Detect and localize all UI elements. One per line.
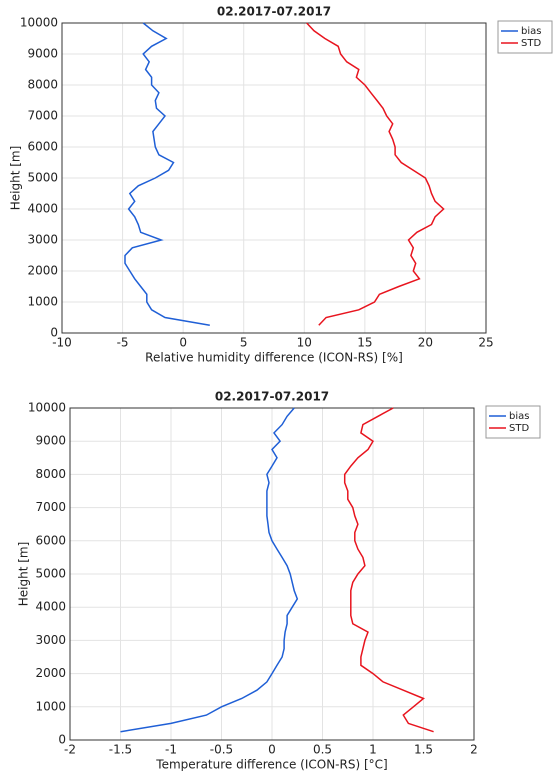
- y-tick-label: 6000: [27, 140, 58, 154]
- x-tick-label: 15: [357, 336, 372, 350]
- legend-label: STD: [521, 38, 541, 49]
- x-tick-label: -0.5: [210, 743, 233, 757]
- x-tick-label: 5: [240, 336, 248, 350]
- series-line: [124, 22, 210, 327]
- series-line: [343, 407, 434, 733]
- x-axis-label: Temperature difference (ICON-RS) [°C]: [155, 758, 387, 772]
- chart-title: 02.2017-07.2017: [215, 390, 329, 404]
- x-tick-label: 0: [268, 743, 276, 757]
- x-tick-label: 0.5: [313, 743, 332, 757]
- y-tick-label: 0: [58, 733, 66, 747]
- x-tick-label: 10: [297, 336, 312, 350]
- x-tick-label: 20: [418, 336, 433, 350]
- legend-box: [497, 20, 553, 54]
- x-tick-label: -5: [117, 336, 129, 350]
- y-tick-label: 4000: [27, 202, 58, 216]
- legend-label: bias: [509, 411, 529, 422]
- y-tick-label: 5000: [35, 567, 66, 581]
- legend-label: bias: [521, 26, 541, 37]
- y-tick-label: 2000: [27, 264, 58, 278]
- x-tick-label: -1.5: [109, 743, 132, 757]
- y-axis-label: Height [m]: [17, 542, 31, 607]
- x-tick-label: 1.5: [414, 743, 433, 757]
- y-tick-label: 7000: [27, 109, 58, 123]
- axes-box: [61, 22, 487, 334]
- y-tick-label: 4000: [35, 600, 66, 614]
- y-tick-label: 1000: [35, 699, 66, 713]
- y-tick-label: 7000: [35, 500, 66, 514]
- x-tick-label: 25: [478, 336, 493, 350]
- legend-box: [485, 405, 541, 439]
- x-axis-label: Relative humidity difference (ICON-RS) […: [145, 351, 403, 365]
- axes-box: [69, 407, 475, 741]
- y-tick-label: 3000: [35, 633, 66, 647]
- x-tick-label: 1: [369, 743, 377, 757]
- y-tick-label: 9000: [35, 434, 66, 448]
- x-tick-label: -2: [64, 743, 76, 757]
- y-tick-label: 8000: [27, 78, 58, 92]
- x-tick-label: 0: [179, 336, 187, 350]
- x-tick-label: -1: [165, 743, 177, 757]
- y-tick-label: 5000: [27, 171, 58, 185]
- series-line: [306, 22, 445, 326]
- y-tick-label: 1000: [27, 295, 58, 309]
- series-line: [120, 407, 299, 733]
- y-tick-label: 10000: [20, 16, 58, 30]
- y-tick-label: 0: [50, 326, 58, 340]
- x-tick-label: 2: [470, 743, 478, 757]
- y-tick-label: 3000: [27, 233, 58, 247]
- y-tick-label: 6000: [35, 533, 66, 547]
- legend-label: STD: [509, 423, 529, 434]
- y-axis-label: Height [m]: [9, 146, 23, 211]
- x-tick-label: -10: [52, 336, 72, 350]
- chart-title: 02.2017-07.2017: [217, 5, 331, 19]
- y-tick-label: 2000: [35, 666, 66, 680]
- y-tick-label: 8000: [35, 467, 66, 481]
- y-tick-label: 10000: [28, 401, 66, 415]
- y-tick-label: 9000: [27, 47, 58, 61]
